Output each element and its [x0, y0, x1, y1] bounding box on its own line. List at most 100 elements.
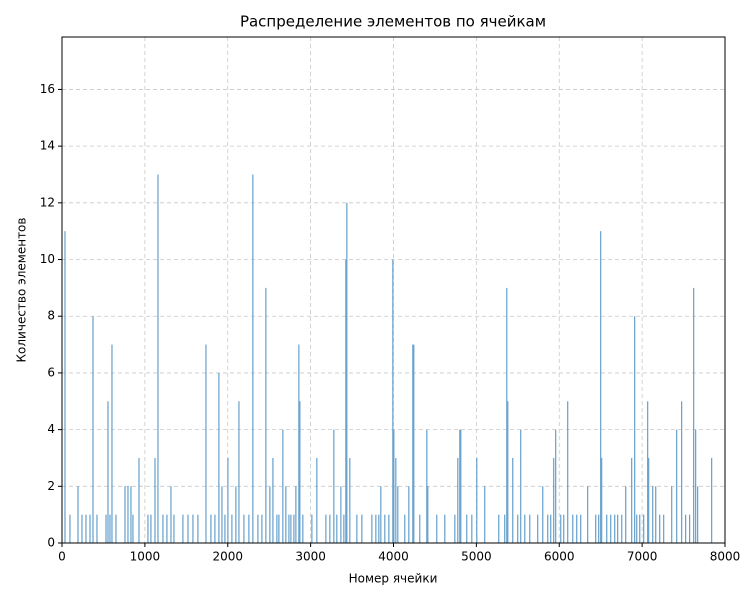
bar	[436, 514, 438, 543]
bar	[316, 457, 318, 543]
bar	[547, 514, 549, 543]
bar	[132, 514, 134, 543]
y-tick-label: 0	[47, 536, 55, 550]
bar	[333, 429, 335, 543]
bar	[512, 457, 514, 543]
bar	[269, 486, 271, 543]
bar	[576, 514, 578, 543]
bar	[298, 344, 300, 543]
bar	[695, 429, 697, 543]
bar	[689, 514, 691, 543]
bar	[343, 514, 345, 543]
bar	[693, 287, 695, 543]
bar	[81, 514, 83, 543]
bar	[107, 401, 109, 543]
bar	[224, 514, 226, 543]
bar	[639, 514, 641, 543]
y-tick-label: 6	[47, 365, 55, 379]
bar	[77, 486, 79, 543]
bar	[218, 372, 220, 543]
bar	[130, 486, 132, 543]
bar	[378, 514, 380, 543]
bar	[197, 514, 199, 543]
bar	[507, 401, 509, 543]
bar	[257, 514, 259, 543]
bar	[109, 514, 111, 543]
bar	[285, 486, 287, 543]
bar	[380, 486, 382, 543]
bar	[235, 486, 237, 543]
bar	[147, 514, 149, 543]
bar	[563, 514, 565, 543]
bar	[663, 514, 665, 543]
bar	[388, 514, 390, 543]
bar	[261, 514, 263, 543]
bar	[166, 514, 168, 543]
bar	[617, 514, 619, 543]
bar	[625, 486, 627, 543]
bar	[64, 231, 66, 544]
bar	[426, 429, 428, 543]
bar	[361, 514, 363, 543]
bar	[111, 344, 113, 543]
bar	[173, 514, 175, 543]
bar	[567, 401, 569, 543]
bar	[345, 259, 347, 543]
bar	[459, 429, 461, 543]
bar	[210, 514, 212, 543]
bar	[517, 514, 519, 543]
bar	[170, 486, 172, 543]
bar	[587, 486, 589, 543]
x-tick-label: 5000	[461, 550, 492, 564]
bar	[162, 514, 164, 543]
bar	[506, 287, 508, 543]
bar	[460, 429, 462, 543]
bar	[659, 514, 661, 543]
bar	[96, 514, 98, 543]
bar	[227, 457, 229, 543]
x-tick-label: 0	[58, 550, 66, 564]
y-tick-label: 4	[47, 422, 55, 436]
bar	[652, 486, 654, 543]
bar	[634, 316, 636, 543]
x-tick-label: 6000	[544, 550, 575, 564]
y-tick-label: 14	[40, 139, 55, 153]
bar	[697, 486, 699, 543]
bar	[647, 401, 649, 543]
bar	[454, 514, 456, 543]
bar	[182, 514, 184, 543]
bar	[340, 486, 342, 543]
y-tick-label: 10	[40, 252, 55, 266]
x-axis-label: Номер ячейки	[349, 572, 438, 586]
bar	[614, 514, 616, 543]
x-tick-label: 8000	[710, 550, 741, 564]
bar	[393, 429, 395, 543]
bar	[150, 514, 152, 543]
bar	[648, 457, 650, 543]
bar	[595, 514, 597, 543]
bar	[231, 514, 233, 543]
bar	[655, 486, 657, 543]
x-tick-label: 3000	[295, 550, 326, 564]
bar	[711, 457, 713, 543]
bar	[138, 457, 140, 543]
bar	[248, 514, 250, 543]
bar	[325, 514, 327, 543]
bar	[349, 457, 351, 543]
bar	[371, 514, 373, 543]
bar	[157, 174, 159, 543]
bar	[293, 514, 295, 543]
bar	[115, 514, 117, 543]
bar	[555, 429, 557, 543]
bar	[466, 514, 468, 543]
bar	[524, 514, 526, 543]
bar	[205, 344, 207, 543]
bar	[278, 514, 280, 543]
bar	[238, 401, 240, 543]
bar	[636, 514, 638, 543]
y-tick-label: 12	[40, 195, 55, 209]
bar	[336, 514, 338, 543]
bar	[295, 486, 297, 543]
bar	[676, 429, 678, 543]
